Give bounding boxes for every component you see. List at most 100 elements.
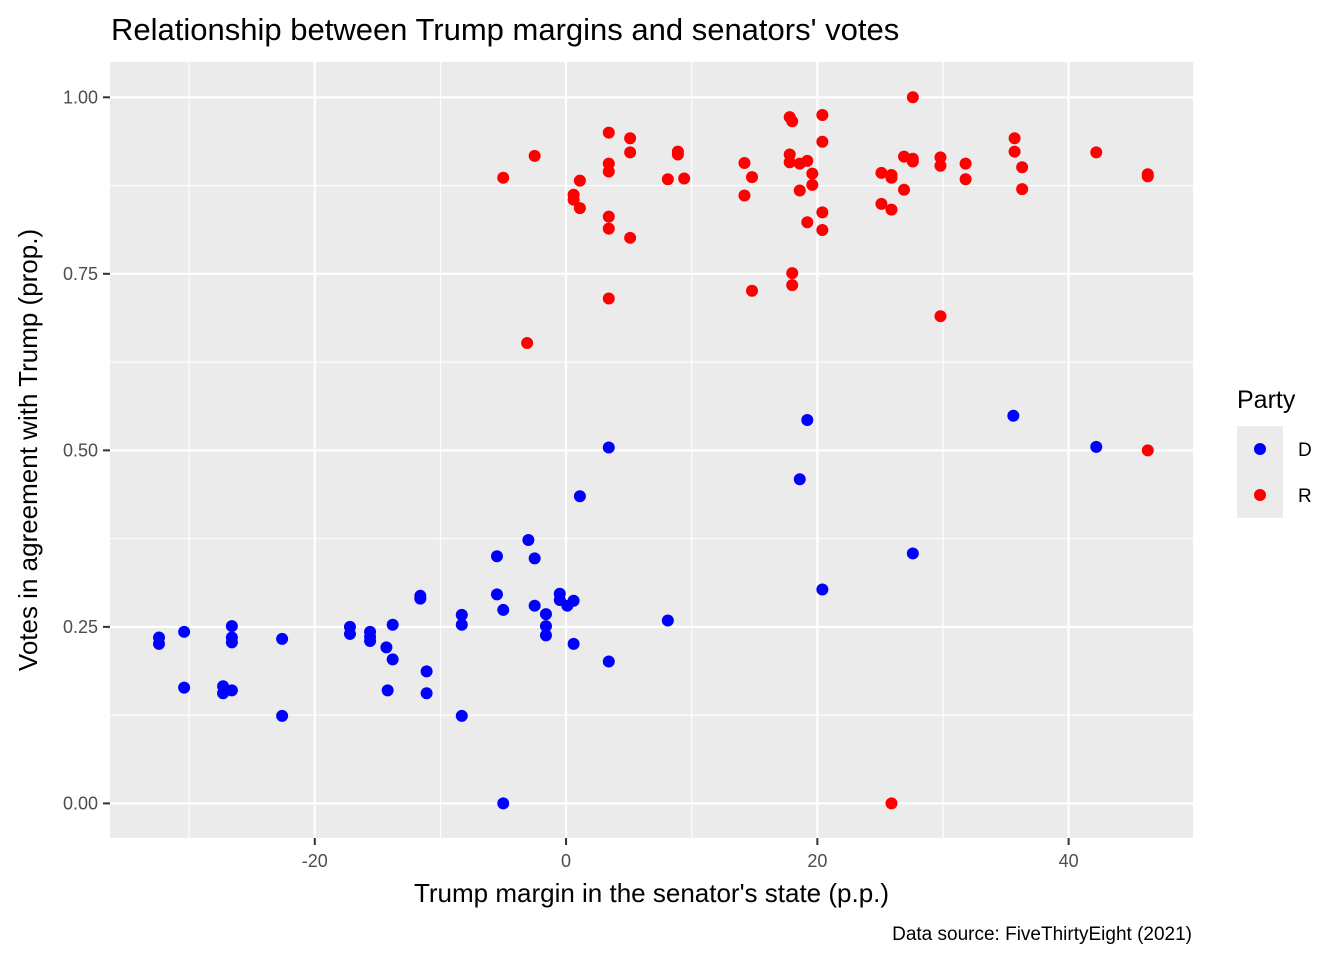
point-r xyxy=(875,197,888,210)
point-r xyxy=(959,173,972,186)
point-r xyxy=(885,797,898,810)
point-r xyxy=(801,154,814,167)
point-r xyxy=(786,279,799,292)
point-r xyxy=(816,108,829,121)
y-axis-ticks: 0.00 0.25 0.50 0.75 1.00 xyxy=(63,87,110,813)
point-d xyxy=(801,413,814,426)
y-axis-title: Votes in agreement with Trump (prop.) xyxy=(13,229,43,671)
point-r xyxy=(875,166,888,179)
point-r xyxy=(573,202,586,215)
point-r xyxy=(738,189,751,202)
point-r xyxy=(934,310,947,323)
point-r xyxy=(806,178,819,191)
point-r xyxy=(602,165,615,178)
point-d xyxy=(906,547,919,560)
point-d xyxy=(386,653,399,666)
point-r xyxy=(497,171,510,184)
grid-major xyxy=(110,62,1193,838)
point-r xyxy=(898,183,911,196)
caption: Data source: FiveThirtyEight (2021) xyxy=(892,924,1192,945)
plot-panel xyxy=(110,62,1193,838)
x-tick-label: 20 xyxy=(807,851,827,871)
point-d xyxy=(1007,409,1020,422)
legend-key-d xyxy=(1254,443,1266,455)
legend-keys-background xyxy=(1237,426,1283,518)
point-r xyxy=(567,193,580,206)
point-r xyxy=(602,292,615,305)
point-r xyxy=(934,151,947,164)
point-r xyxy=(801,216,814,229)
legend: Party D R xyxy=(1237,386,1312,518)
y-tick-label: 0.50 xyxy=(63,440,98,460)
point-d xyxy=(276,632,289,645)
point-r xyxy=(602,126,615,139)
x-tick-label: -20 xyxy=(302,851,328,871)
point-r xyxy=(602,210,615,223)
point-d xyxy=(380,641,393,654)
point-d xyxy=(276,709,289,722)
point-r xyxy=(521,337,534,350)
point-r xyxy=(959,157,972,170)
point-r xyxy=(885,171,898,184)
point-d xyxy=(497,603,510,616)
y-tick-label: 0.25 xyxy=(63,617,98,637)
point-r xyxy=(1008,145,1021,158)
x-axis-ticks: -20 0 20 40 xyxy=(302,838,1079,871)
point-r xyxy=(793,184,806,197)
point-r xyxy=(786,267,799,280)
point-d xyxy=(414,592,427,605)
point-r xyxy=(528,149,541,162)
point-d xyxy=(567,637,580,650)
point-d xyxy=(364,634,377,647)
point-d xyxy=(497,797,510,810)
point-r xyxy=(1008,132,1021,145)
point-d xyxy=(528,599,541,612)
y-tick-label: 1.00 xyxy=(63,87,98,107)
point-d xyxy=(573,490,586,503)
point-r xyxy=(1016,183,1029,196)
point-r xyxy=(624,132,637,145)
point-d xyxy=(602,441,615,454)
legend-title: Party xyxy=(1237,386,1296,414)
point-r xyxy=(738,156,751,169)
point-d xyxy=(539,620,552,633)
point-d xyxy=(386,618,399,631)
point-r xyxy=(816,135,829,148)
point-r xyxy=(885,203,898,216)
point-d xyxy=(567,594,580,607)
point-d xyxy=(152,637,165,650)
point-r xyxy=(906,155,919,168)
point-r xyxy=(816,206,829,219)
point-r xyxy=(1016,161,1029,174)
data-points xyxy=(152,91,1154,810)
point-r xyxy=(934,159,947,172)
point-d xyxy=(178,681,191,694)
point-d xyxy=(343,627,356,640)
point-r xyxy=(816,224,829,237)
point-r xyxy=(602,222,615,235)
point-r xyxy=(678,172,691,185)
chart-title: Relationship between Trump margins and s… xyxy=(111,12,899,47)
point-r xyxy=(1141,444,1154,457)
point-d xyxy=(420,687,433,700)
point-d xyxy=(420,665,433,678)
point-r xyxy=(661,173,674,186)
point-r xyxy=(746,284,759,297)
point-r xyxy=(573,174,586,187)
point-r xyxy=(906,91,919,104)
point-r xyxy=(806,167,819,180)
point-d xyxy=(381,684,394,697)
y-tick-label: 0.75 xyxy=(63,264,98,284)
point-d xyxy=(528,552,541,565)
legend-label-d: D xyxy=(1298,440,1312,461)
legend-key-r xyxy=(1254,489,1266,501)
x-axis-title: Trump margin in the senator's state (p.p… xyxy=(414,878,889,908)
point-d xyxy=(455,618,468,631)
point-d xyxy=(490,550,503,563)
point-r xyxy=(746,171,759,184)
point-d xyxy=(816,583,829,596)
point-d xyxy=(225,684,238,697)
point-r xyxy=(624,146,637,159)
point-r xyxy=(783,156,796,169)
